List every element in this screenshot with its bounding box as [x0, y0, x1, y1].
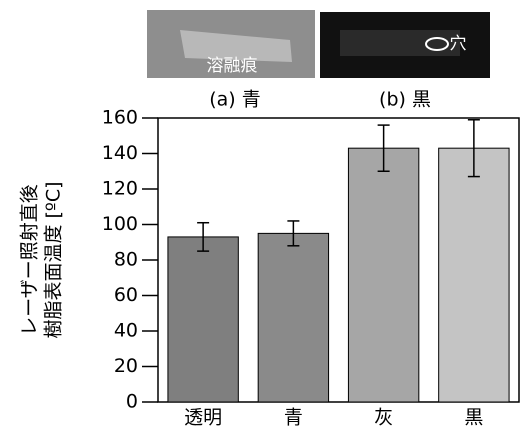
y-tick-label: 100: [102, 213, 138, 235]
x-tick-label: 透明: [184, 407, 222, 428]
y-tick-label: 0: [126, 391, 138, 413]
y-tick-label: 80: [114, 249, 138, 271]
x-tick-label: 黒: [464, 407, 483, 428]
photo-label: 溶融痕: [207, 56, 258, 76]
x-tick-label: 灰: [374, 407, 393, 428]
y-axis-label: 樹脂表面温度 [ºC]: [43, 181, 65, 338]
bar: [348, 148, 418, 402]
bar: [439, 148, 509, 402]
y-tick-label: 40: [114, 320, 138, 342]
photo-caption: (b) 黒: [379, 89, 431, 111]
bar: [168, 237, 238, 402]
y-tick-label: 20: [114, 355, 138, 377]
y-tick-label: 120: [102, 178, 138, 200]
photo-caption: (a) 青: [209, 89, 261, 111]
figure: 溶融痕 穴 (a) 青 (b) 黒 レーザー照射直後 樹脂表面温度 [ºC] 0…: [0, 0, 525, 428]
y-tick-label: 60: [114, 284, 138, 306]
black-sample-groove: [340, 30, 460, 56]
photo-label: 穴: [450, 34, 467, 54]
y-axis-label: レーザー照射直後: [19, 184, 41, 336]
y-tick-label: 160: [102, 107, 138, 129]
x-tick-label: 青: [284, 407, 303, 428]
bar: [258, 233, 328, 402]
y-tick-label: 140: [102, 142, 138, 164]
